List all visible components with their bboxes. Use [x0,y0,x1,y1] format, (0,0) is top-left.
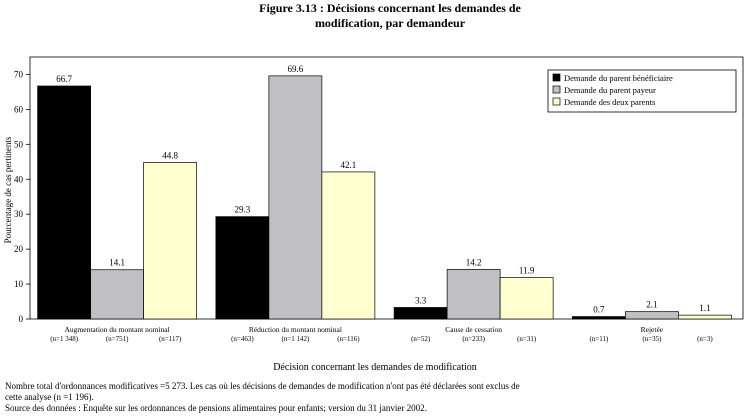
y-tick-label: 30 [14,209,24,219]
sample-size-label: (n=751) [106,335,129,343]
bar [446,269,501,320]
sample-size-label: (n=31) [517,335,537,343]
data-label: 69.6 [288,64,304,74]
plot-frame [29,56,744,320]
y-tick-label: 10 [14,279,24,289]
bar [215,216,270,320]
footnote-line-2: cette analyse (n =1 196). [5,392,94,402]
sample-size-label: (n=463) [231,335,254,343]
bar [499,277,554,320]
bar [268,75,323,320]
sample-size-label: (n=52) [411,335,431,343]
sample-size-label: (n=233) [462,335,485,343]
y-tick-label: 40 [14,174,24,184]
data-label: 42.1 [341,160,357,170]
data-label: 0.7 [593,305,605,315]
x-axis-title: Décision concernant les demandes de modi… [273,362,477,373]
legend: Demande du parent bénéficiaire Demande du… [547,69,737,113]
x-tick-label: Augmentation du montant nominal [65,325,170,334]
sample-size-label: (n=116) [337,335,360,343]
legend-swatch [552,73,561,82]
data-label: 44.8 [162,150,178,160]
data-label: 29.3 [235,205,251,215]
sample-size-label: (n=35) [642,335,662,343]
bar-chart: 0 10 20 30 40 50 60 70 66.7 14.1 44.8 29.3 69.6 42.1… [3,56,744,343]
data-label: 14.1 [109,258,125,268]
chart-title: Figure 3.13 : Décisions concernant les d… [259,1,521,15]
legend-label: Demande du parent payeur [564,85,656,95]
y-tick-label: 20 [14,244,24,254]
legend-label: Demande des deux parents [564,97,655,107]
y-tick-label: 60 [14,104,24,114]
data-label: 66.7 [56,74,72,84]
sample-size-label: (n=3) [697,335,713,343]
source-note: Source des données : Enquête sur les ord… [5,403,427,413]
sample-size-label: (n=11) [589,335,609,343]
bar [678,314,732,320]
bar [90,269,144,320]
sample-size-label: (n=1 348) [50,335,79,343]
sample-size-label: (n=117) [159,335,182,343]
legend-swatch [552,97,561,106]
y-tick-label: 70 [14,69,24,79]
y-axis-title: Pourcentage de cas pertinents [3,136,13,243]
sample-size-label: (n=1 142) [281,335,310,343]
bar [625,311,679,320]
y-tick-label: 0 [19,314,24,324]
data-label: 2.1 [646,300,657,310]
x-tick-label: Cause de cessation [445,325,502,334]
data-label: 11.9 [519,265,535,275]
bar [572,316,626,320]
legend-swatch [552,85,561,94]
legend-box [547,69,737,113]
bar [37,85,91,320]
x-tick-label: Réduction du montant nominal [249,325,342,334]
y-tick-label: 50 [14,139,24,149]
bar [321,171,376,320]
chart-title-line2: modification, par demandeur [314,16,466,30]
legend-label: Demande du parent bénéficiaire [564,73,673,83]
data-label: 1.1 [699,303,710,313]
data-label: 14.2 [466,257,482,267]
x-tick-label: Rejetée [641,325,664,334]
data-label: 3.3 [415,295,427,305]
bar [143,162,197,320]
bar [393,307,448,320]
footnote-line-1: Nombre total d'ordonnances modificatives… [5,381,520,391]
